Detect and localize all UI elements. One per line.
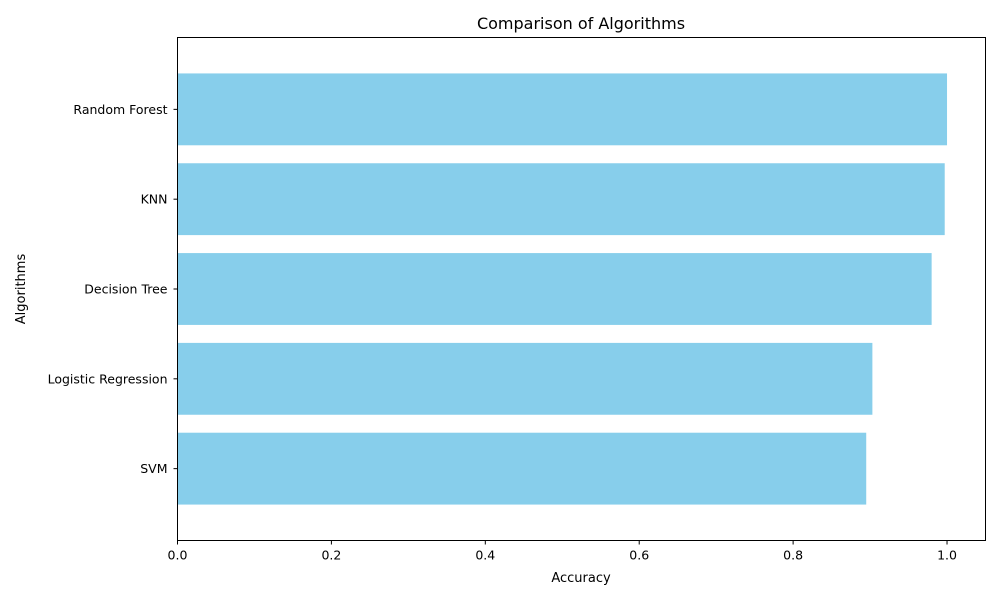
x-tick-label: 0.6 [629,548,649,563]
bar-svm [177,432,867,505]
bars-group [177,73,948,505]
x-tick-label: 0.0 [168,548,188,563]
y-tick-label: SVM [140,461,167,476]
y-tick-label: Logistic Regression [48,371,168,386]
y-ticks-group: SVM Logistic Regression Decision Tree KNN Ra… [48,102,178,476]
bar-decision-tree [177,253,932,325]
plot-frame [177,37,986,541]
y-tick-label: KNN [141,192,168,207]
chart-title: Comparison of Algorithms [477,14,685,33]
x-tick-label: 0.2 [321,548,341,563]
y-axis-label: Algorithms [14,254,29,325]
x-axis-label: Accuracy [551,571,611,586]
x-tick-label: 0.8 [783,548,803,563]
y-tick-label: Decision Tree [84,282,168,297]
x-tick-label: 0.4 [475,548,495,563]
x-ticks-group: 0.0 0.2 0.4 0.6 0.8 1.0 [168,540,957,563]
bar-knn [177,163,945,236]
x-tick-label: 1.0 [937,548,957,563]
bar-random-forest [177,73,948,146]
y-tick-label: Random Forest [73,102,167,117]
bar-logistic-regression [177,342,873,415]
